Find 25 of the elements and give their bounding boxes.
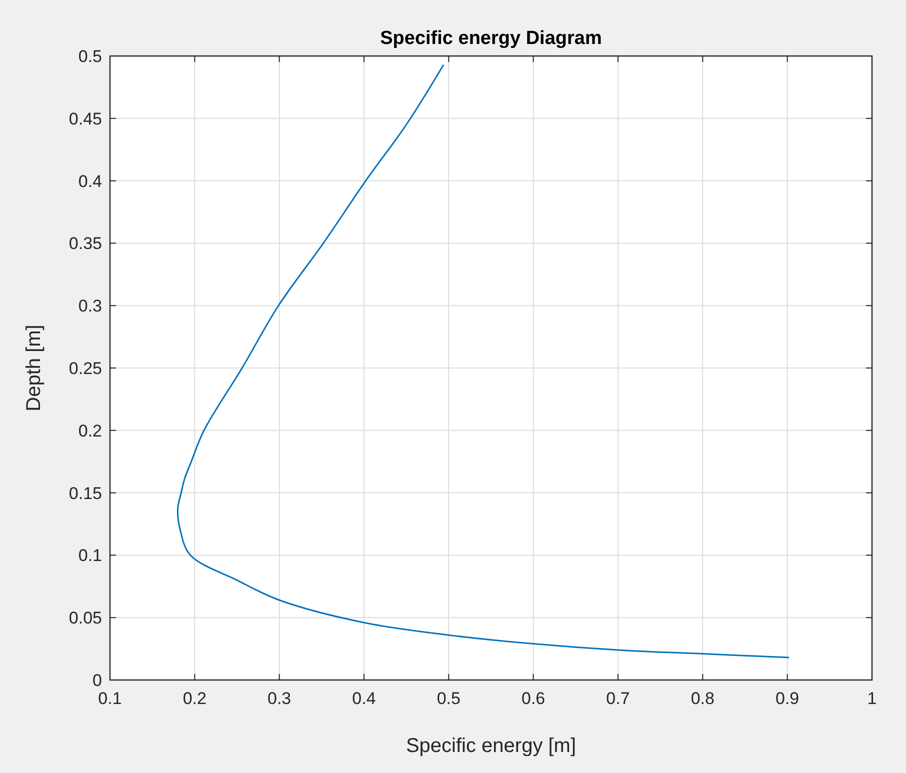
x-tick-label: 0.2: [182, 689, 206, 708]
x-tick-label: 0.5: [436, 689, 460, 708]
x-tick-label: 0.9: [776, 689, 800, 708]
y-tick-label: 0.5: [78, 47, 102, 66]
y-tick-label: 0.3: [78, 296, 102, 316]
y-tick-label: 0.35: [68, 234, 102, 254]
y-tick-label: 0.2: [78, 421, 102, 440]
y-axis-title: Depth [m]: [23, 324, 45, 412]
chart-title: Specific energy Diagram: [380, 28, 602, 49]
y-tick-label: 0.4: [78, 172, 102, 191]
x-tick-label: 0.1: [98, 689, 122, 708]
y-tick-label: 0: [92, 671, 102, 690]
y-tick-label: 0.1: [78, 546, 102, 566]
x-tick-label: 0.8: [690, 689, 714, 708]
line-series: [176, 64, 790, 658]
y-tick-label: 0.25: [68, 359, 102, 378]
x-tick-label: 0.6: [522, 689, 546, 708]
y-tick-label: 0.15: [68, 484, 102, 503]
x-tick-label: 0.7: [606, 689, 630, 708]
x-tick-label: 0.3: [268, 689, 292, 708]
x-axis-title: Specific energy [m]: [406, 735, 576, 757]
x-tick-label: 1: [867, 689, 877, 708]
y-tick-label: 0.45: [68, 109, 102, 128]
y-tick-label: 0.05: [68, 608, 102, 628]
x-tick-label: 0.4: [352, 689, 376, 708]
